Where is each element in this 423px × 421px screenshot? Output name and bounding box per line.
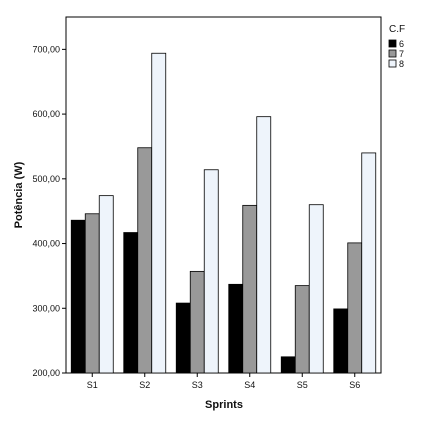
bar-S1-series-7 bbox=[84, 213, 100, 374]
x-tick-label: S1 bbox=[87, 380, 98, 390]
bar-S5-series-6 bbox=[280, 356, 296, 374]
bar-S4-series-8 bbox=[256, 116, 272, 374]
legend-label: 7 bbox=[399, 49, 404, 59]
bar-S3-series-7 bbox=[189, 270, 205, 374]
x-tick-label: S3 bbox=[192, 380, 203, 390]
legend-swatch bbox=[388, 39, 397, 48]
x-tick-label: S4 bbox=[244, 380, 255, 390]
x-axis: S1 S2 S3 S4 S5 S6 bbox=[87, 373, 360, 390]
legend-title: C.F bbox=[389, 24, 405, 35]
legend-label: 8 bbox=[399, 59, 404, 69]
legend: C.F 678 bbox=[388, 24, 405, 69]
bar-S6-series-6 bbox=[333, 308, 349, 374]
bar-S1-series-6 bbox=[70, 219, 86, 374]
legend-label: 6 bbox=[399, 39, 404, 49]
bar-S4-series-7 bbox=[242, 204, 258, 374]
bar-S2-series-7 bbox=[137, 147, 153, 374]
y-axis-title: Potência (W) bbox=[13, 161, 25, 228]
plot-area bbox=[65, 16, 382, 374]
bar-S2-series-8 bbox=[151, 52, 167, 374]
bar-S5-series-8 bbox=[308, 204, 324, 374]
y-tick-label: 200,00 bbox=[32, 368, 60, 378]
x-tick-label: S2 bbox=[139, 380, 150, 390]
legend-swatch bbox=[388, 49, 397, 58]
legend-swatch bbox=[388, 59, 397, 68]
bars-group bbox=[70, 52, 377, 374]
y-tick-label: 700,00 bbox=[32, 44, 60, 54]
y-tick-label: 500,00 bbox=[32, 174, 60, 184]
y-axis: 200,00 300,00 400,00 500,00 600,00 700,00 bbox=[32, 44, 66, 378]
bar-S4-series-6 bbox=[228, 283, 244, 374]
bar-S6-series-7 bbox=[347, 242, 363, 374]
x-tick-label: S6 bbox=[349, 380, 360, 390]
y-tick-label: 400,00 bbox=[32, 239, 60, 249]
bar-S3-series-8 bbox=[203, 169, 219, 374]
y-tick-label: 300,00 bbox=[32, 303, 60, 313]
y-tick-label: 600,00 bbox=[32, 109, 60, 119]
bar-S3-series-6 bbox=[175, 302, 191, 374]
x-axis-title: Sprints bbox=[205, 399, 243, 411]
bar-S5-series-7 bbox=[294, 285, 310, 374]
bar-S6-series-8 bbox=[361, 152, 377, 374]
bar-S2-series-6 bbox=[123, 232, 139, 374]
bar-S1-series-8 bbox=[98, 195, 114, 374]
x-tick-label: S5 bbox=[297, 380, 308, 390]
